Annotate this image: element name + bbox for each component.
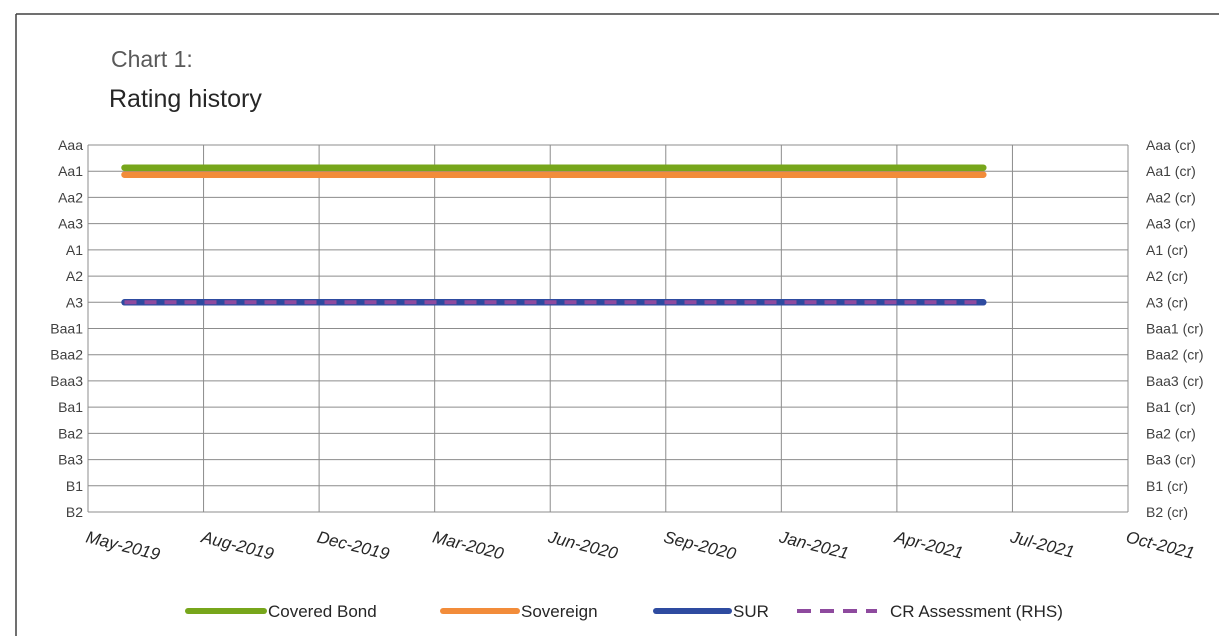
chart-subtitle: Rating history bbox=[109, 85, 262, 113]
chart-title: Chart 1: bbox=[111, 46, 193, 72]
x-tick-label: Sep-2020 bbox=[662, 527, 739, 563]
y-tick-left: Ba2 bbox=[58, 425, 83, 441]
series-lines bbox=[121, 164, 987, 306]
y-tick-left: A3 bbox=[66, 294, 83, 310]
legend-label: Covered Bond bbox=[268, 602, 377, 621]
y-tick-right: Ba3 (cr) bbox=[1146, 452, 1196, 468]
y-tick-right: A1 (cr) bbox=[1146, 242, 1188, 258]
x-tick-label: May-2019 bbox=[84, 527, 162, 564]
y-tick-right: Ba1 (cr) bbox=[1146, 399, 1196, 415]
y-axis-right: Aaa (cr) Aa1 (cr) Aa2 (cr) Aa3 (cr) A1 (cr) A… bbox=[1146, 137, 1204, 520]
y-tick-left: Aaa bbox=[58, 137, 83, 153]
x-tick-label: Jun-2020 bbox=[545, 527, 620, 563]
y-tick-right: Baa3 (cr) bbox=[1146, 373, 1204, 389]
y-axis-left: Aaa Aa1 Aa2 Aa3 A1 A2 A3 Baa1 Baa2 Baa3 Ba1 Ba2 Ba3 B… bbox=[50, 137, 83, 520]
x-tick-label: Dec-2019 bbox=[315, 527, 392, 563]
y-tick-left: Baa2 bbox=[50, 347, 83, 363]
y-tick-right: Aa3 (cr) bbox=[1146, 216, 1196, 232]
y-tick-left: Aa2 bbox=[58, 189, 83, 205]
legend-label: CR Assessment (RHS) bbox=[890, 602, 1063, 621]
y-tick-right: Aa2 (cr) bbox=[1146, 189, 1196, 205]
y-tick-left: Baa1 bbox=[50, 321, 83, 337]
y-tick-right: B2 (cr) bbox=[1146, 504, 1188, 520]
y-tick-right: Aaa (cr) bbox=[1146, 137, 1196, 153]
y-tick-left: A1 bbox=[66, 242, 83, 258]
y-tick-right: B1 (cr) bbox=[1146, 478, 1188, 494]
y-tick-right: Baa2 (cr) bbox=[1146, 347, 1204, 363]
y-tick-right: A3 (cr) bbox=[1146, 294, 1188, 310]
y-tick-left: Ba3 bbox=[58, 452, 83, 468]
y-tick-right: Ba2 (cr) bbox=[1146, 425, 1196, 441]
x-tick-label: Apr-2021 bbox=[892, 527, 965, 563]
y-tick-right: Aa1 (cr) bbox=[1146, 163, 1196, 179]
x-tick-label: Mar-2020 bbox=[431, 527, 506, 563]
legend-label: SUR bbox=[733, 602, 769, 621]
x-tick-label: Aug-2019 bbox=[199, 527, 277, 564]
y-tick-left: A2 bbox=[66, 268, 83, 284]
y-tick-left: Aa3 bbox=[58, 216, 83, 232]
x-tick-label: Oct-2021 bbox=[1124, 527, 1196, 562]
y-tick-left: Ba1 bbox=[58, 399, 83, 415]
legend: Covered Bond Sovereign SUR CR Assessment (R… bbox=[185, 602, 1063, 621]
y-tick-left: B2 bbox=[66, 504, 83, 520]
y-tick-left: Baa3 bbox=[50, 373, 83, 389]
y-tick-left: Aa1 bbox=[58, 163, 83, 179]
x-tick-label: Jul-2021 bbox=[1008, 527, 1077, 561]
legend-label: Sovereign bbox=[521, 602, 598, 621]
y-tick-left: B1 bbox=[66, 478, 83, 494]
x-axis: May-2019 Aug-2019 Dec-2019 Mar-2020 Jun-2020… bbox=[84, 527, 1196, 564]
x-tick-label: Jan-2021 bbox=[776, 527, 850, 563]
grid bbox=[87, 144, 1129, 513]
y-tick-right: Baa1 (cr) bbox=[1146, 321, 1204, 337]
y-tick-right: A2 (cr) bbox=[1146, 268, 1188, 284]
